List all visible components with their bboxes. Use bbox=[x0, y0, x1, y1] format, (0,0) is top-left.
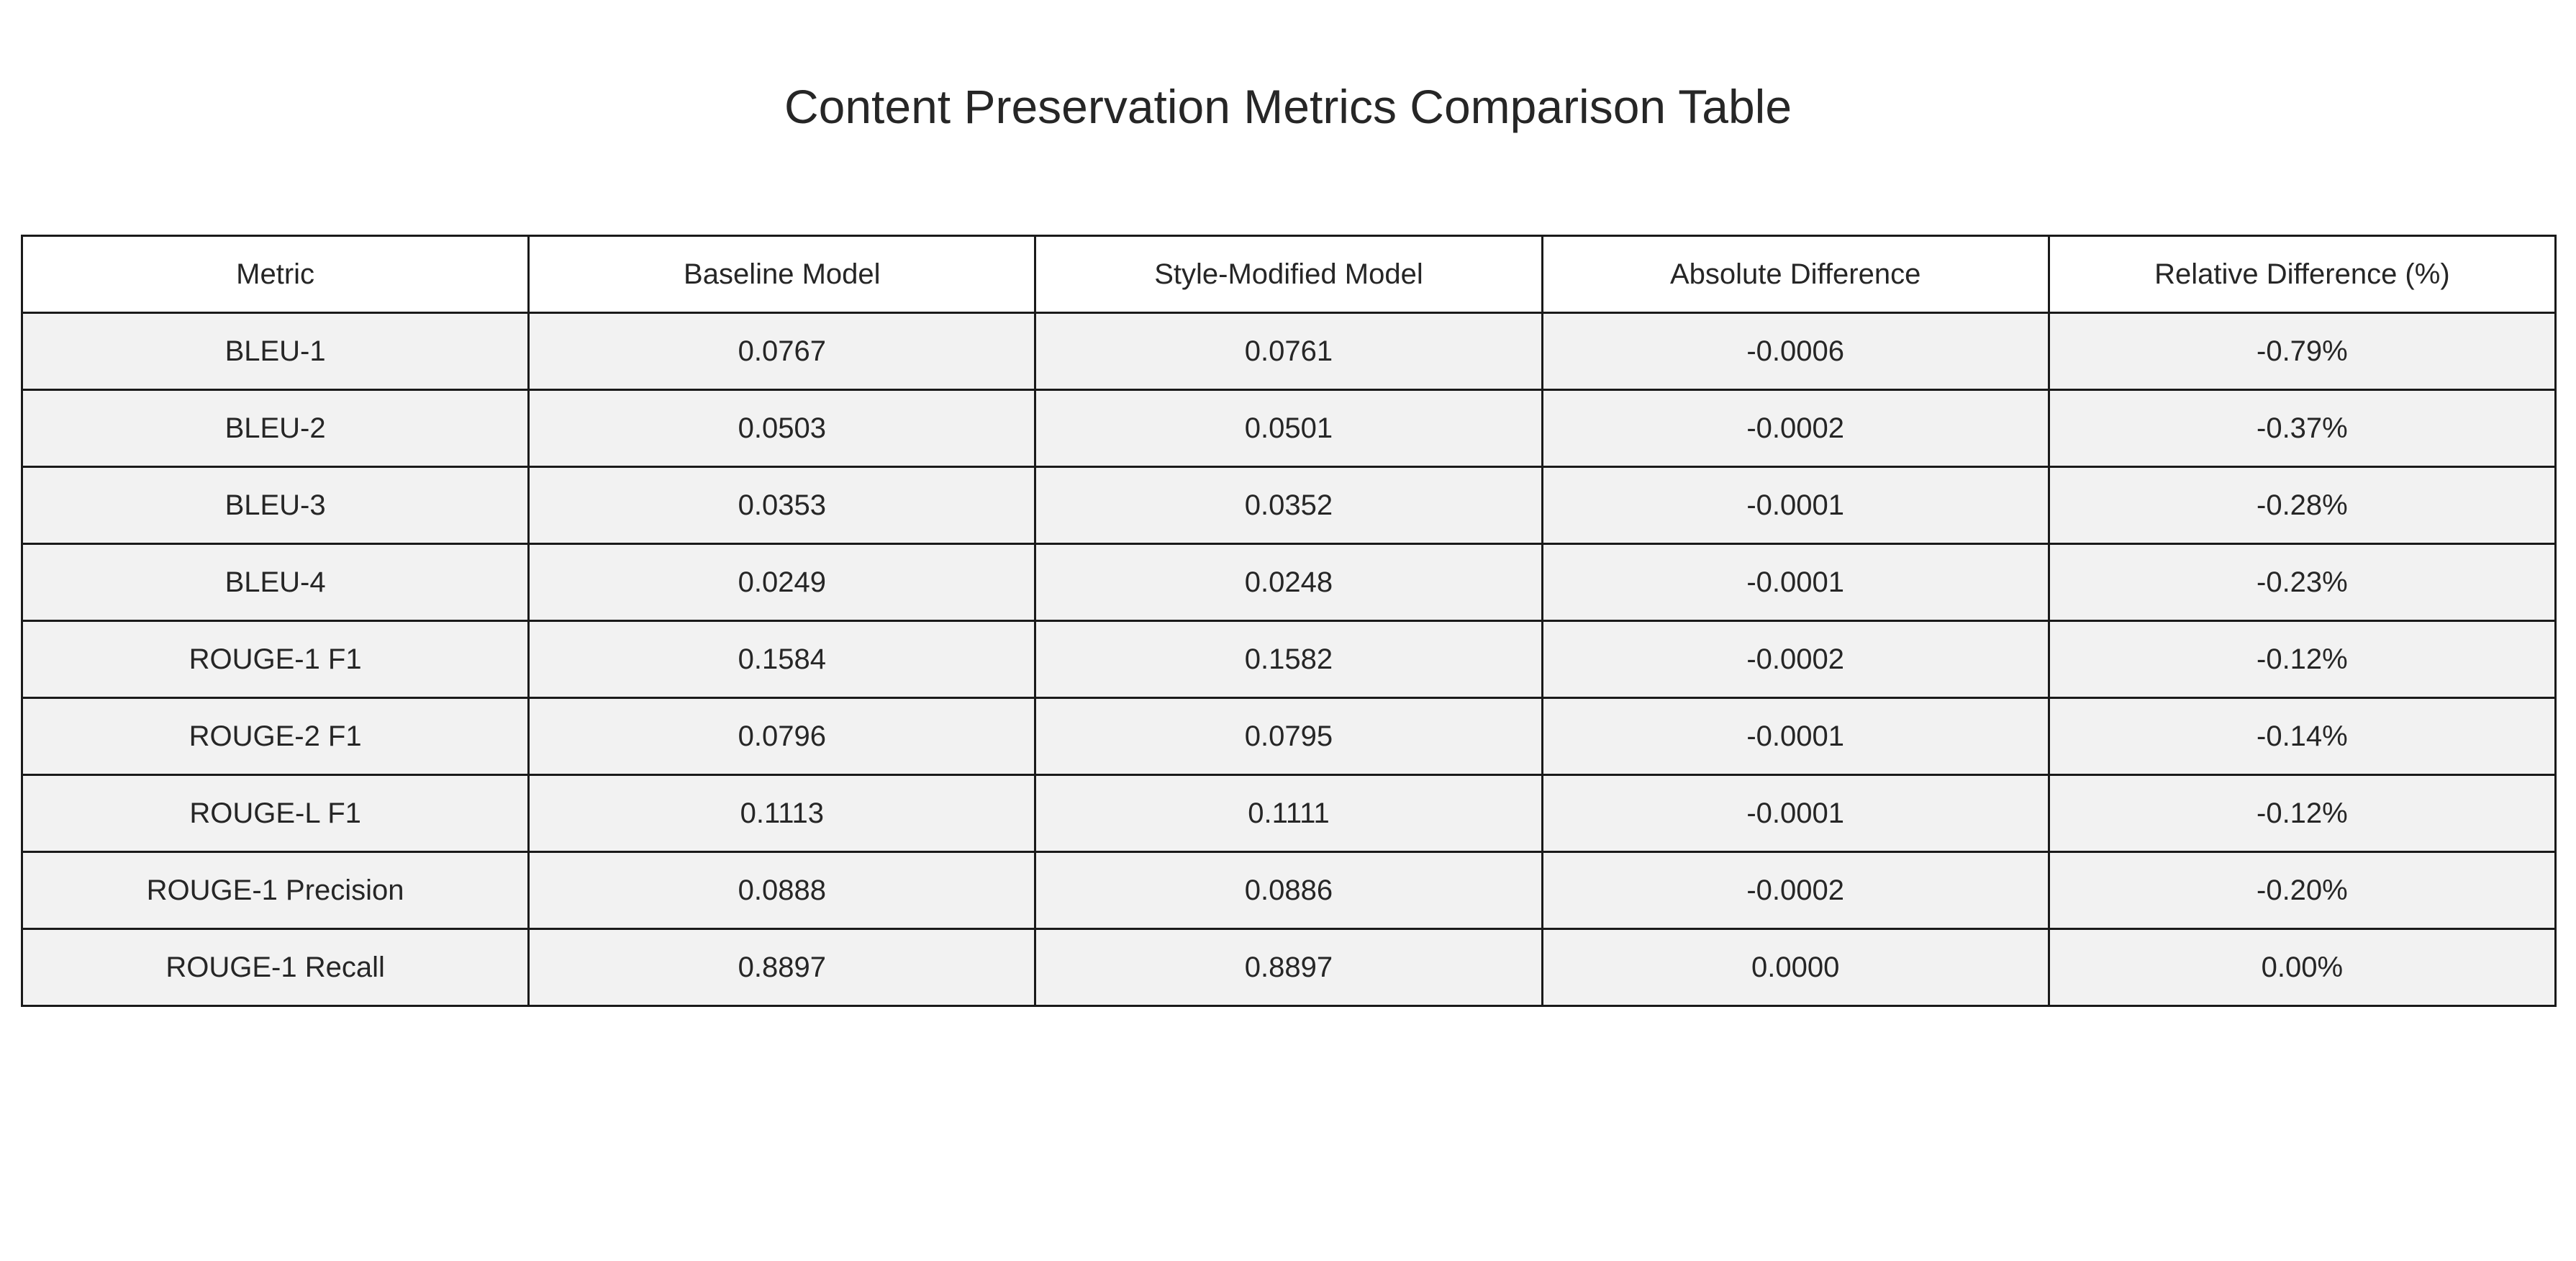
value-cell: 0.1111 bbox=[1034, 774, 1543, 853]
column-header-0: Metric bbox=[20, 235, 530, 314]
table-body: BLEU-1 0.0767 0.0761 -0.0006 -0.79% BLEU-2 0.0… bbox=[20, 312, 2557, 1007]
value-cell: 0.0795 bbox=[1034, 697, 1543, 776]
value-cell: 0.0888 bbox=[527, 851, 1037, 930]
value-cell: -0.0006 bbox=[1541, 312, 2050, 391]
value-cell: -0.0002 bbox=[1541, 620, 2050, 699]
table-row: BLEU-2 0.0503 0.0501 -0.0002 -0.37% bbox=[20, 389, 2557, 468]
value-cell: 0.0501 bbox=[1034, 389, 1543, 468]
value-cell: 0.0249 bbox=[527, 543, 1037, 622]
value-cell: -0.0001 bbox=[1541, 697, 2050, 776]
column-header-4: Relative Difference (%) bbox=[2047, 235, 2557, 314]
table-header-row: Metric Baseline Model Style-Modified Model… bbox=[20, 235, 2557, 314]
value-cell: -0.12% bbox=[2047, 620, 2557, 699]
value-cell: -0.28% bbox=[2047, 466, 2557, 545]
metric-name-cell: ROUGE-2 F1 bbox=[20, 697, 530, 776]
value-cell: 0.0352 bbox=[1034, 466, 1543, 545]
metrics-comparison-table: Metric Baseline Model Style-Modified Model… bbox=[20, 235, 2557, 1007]
metric-name-cell: BLEU-3 bbox=[20, 466, 530, 545]
table-row: BLEU-4 0.0249 0.0248 -0.0001 -0.23% bbox=[20, 543, 2557, 622]
value-cell: 0.8897 bbox=[1034, 928, 1543, 1007]
table-header: Metric Baseline Model Style-Modified Model… bbox=[20, 235, 2557, 314]
metric-name-cell: ROUGE-1 F1 bbox=[20, 620, 530, 699]
table-row: ROUGE-2 F1 0.0796 0.0795 -0.0001 -0.14% bbox=[20, 697, 2557, 776]
table-row: ROUGE-1 Recall 0.8897 0.8897 0.0000 0.00% bbox=[20, 928, 2557, 1007]
value-cell: -0.0001 bbox=[1541, 466, 2050, 545]
value-cell: 0.0503 bbox=[527, 389, 1037, 468]
metric-name-cell: ROUGE-1 Precision bbox=[20, 851, 530, 930]
value-cell: -0.20% bbox=[2047, 851, 2557, 930]
value-cell: -0.0002 bbox=[1541, 851, 2050, 930]
value-cell: 0.1113 bbox=[527, 774, 1037, 853]
table-row: ROUGE-1 F1 0.1584 0.1582 -0.0002 -0.12% bbox=[20, 620, 2557, 699]
value-cell: 0.0248 bbox=[1034, 543, 1543, 622]
column-header-3: Absolute Difference bbox=[1541, 235, 2050, 314]
metric-name-cell: BLEU-2 bbox=[20, 389, 530, 468]
value-cell: 0.1584 bbox=[527, 620, 1037, 699]
value-cell: 0.0796 bbox=[527, 697, 1037, 776]
value-cell: 0.1582 bbox=[1034, 620, 1543, 699]
value-cell: 0.00% bbox=[2047, 928, 2557, 1007]
table-title: Content Preservation Metrics Comparison … bbox=[784, 80, 1792, 133]
value-cell: -0.12% bbox=[2047, 774, 2557, 853]
table-row: BLEU-3 0.0353 0.0352 -0.0001 -0.28% bbox=[20, 466, 2557, 545]
value-cell: 0.0767 bbox=[527, 312, 1037, 391]
metric-name-cell: ROUGE-1 Recall bbox=[20, 928, 530, 1007]
metric-name-cell: ROUGE-L F1 bbox=[20, 774, 530, 853]
value-cell: -0.14% bbox=[2047, 697, 2557, 776]
value-cell: 0.0886 bbox=[1034, 851, 1543, 930]
value-cell: 0.0353 bbox=[527, 466, 1037, 545]
table-row: BLEU-1 0.0767 0.0761 -0.0006 -0.79% bbox=[20, 312, 2557, 391]
value-cell: -0.37% bbox=[2047, 389, 2557, 468]
value-cell: -0.0001 bbox=[1541, 543, 2050, 622]
table-row: ROUGE-L F1 0.1113 0.1111 -0.0001 -0.12% bbox=[20, 774, 2557, 853]
column-header-2: Style-Modified Model bbox=[1034, 235, 1543, 314]
table-row: ROUGE-1 Precision 0.0888 0.0886 -0.0002 -0.2… bbox=[20, 851, 2557, 930]
value-cell: -0.23% bbox=[2047, 543, 2557, 622]
value-cell: 0.8897 bbox=[527, 928, 1037, 1007]
metric-name-cell: BLEU-4 bbox=[20, 543, 530, 622]
metric-name-cell: BLEU-1 bbox=[20, 312, 530, 391]
value-cell: -0.0002 bbox=[1541, 389, 2050, 468]
value-cell: -0.0001 bbox=[1541, 774, 2050, 853]
value-cell: -0.79% bbox=[2047, 312, 2557, 391]
value-cell: 0.0761 bbox=[1034, 312, 1543, 391]
value-cell: 0.0000 bbox=[1541, 928, 2050, 1007]
column-header-1: Baseline Model bbox=[527, 235, 1037, 314]
